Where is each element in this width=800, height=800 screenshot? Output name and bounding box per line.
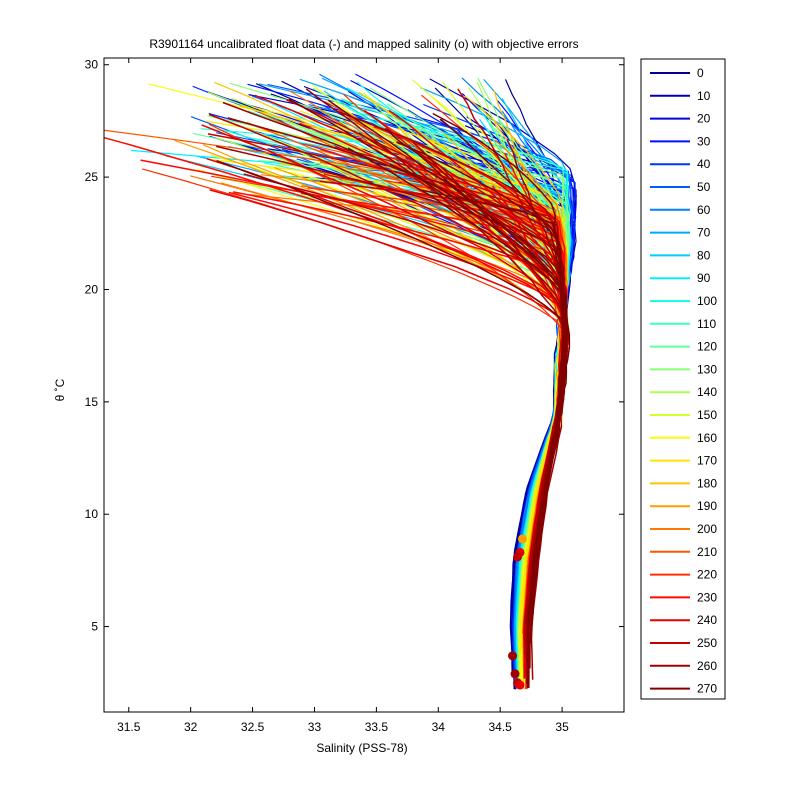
profile-line [347,147,565,630]
legend-label: 220 [697,568,717,582]
y-tick-label: 10 [85,507,99,521]
legend-label: 190 [697,499,717,513]
x-axis: 31.5 32 32.5 33 33.5 34 34.5 35 [117,58,569,734]
legend-label: 250 [697,636,717,650]
x-axis-label: Salinity (PSS-78) [316,741,407,755]
x-tick-label: 34 [432,720,446,734]
profile-lines [104,73,577,690]
mapped-point [508,651,518,661]
y-tick-label: 20 [85,282,99,296]
legend-label: 90 [697,271,711,285]
legend-label: 200 [697,522,717,536]
legend-label: 230 [697,590,717,604]
legend-label: 140 [697,385,717,399]
mapped-point [510,669,520,679]
legend-box [640,58,726,700]
y-tick-label: 30 [85,58,99,72]
profile-line [384,127,571,644]
legend-label: 100 [697,294,717,308]
legend-label: 270 [697,682,717,696]
x-tick-label: 31.5 [117,720,141,734]
legend-label: 260 [697,659,717,673]
mapped-point [517,534,527,544]
profile-line [432,112,567,629]
legend-label: 150 [697,408,717,422]
legend-label: 80 [697,248,711,262]
legend-label: 60 [697,203,711,217]
legend-label: 0 [697,66,704,80]
legend-label: 210 [697,545,717,559]
x-tick-label: 32.5 [241,720,265,734]
legend-label: 40 [697,157,711,171]
legend-label: 130 [697,362,717,376]
legend-label: 240 [697,613,717,627]
plot-frame [103,57,625,713]
chart-title: R3901164 uncalibrated float data (-) and… [149,37,578,51]
profile-line [418,154,565,625]
legend-label: 170 [697,454,717,468]
x-tick-label: 35 [555,720,569,734]
y-tick-label: 25 [85,170,99,184]
legend-label: 160 [697,431,717,445]
mapped-markers [508,534,527,690]
legend-label: 50 [697,180,711,194]
legend-label: 10 [697,89,711,103]
legend-label: 120 [697,340,717,354]
legend-label: 70 [697,226,711,240]
x-tick-label: 33 [308,720,322,734]
y-tick-label: 5 [91,620,98,634]
x-tick-label: 33.5 [365,720,389,734]
y-axis: 5 10 15 20 25 30 [85,58,624,634]
profile-line [288,98,569,689]
x-tick-label: 32 [184,720,198,734]
mapped-point [513,552,523,562]
y-tick-label: 15 [85,395,99,409]
legend-label: 180 [697,476,717,490]
legend-label: 30 [697,134,711,148]
x-tick-label: 34.5 [489,720,513,734]
legend: 0 10 20 30 40 50 60 70 80 90 100 110 120 130 140 150 160… [640,58,726,700]
mapped-point [515,680,525,690]
y-axis-label: θ ˚C [53,378,67,401]
legend-label: 20 [697,112,711,126]
legend-label: 110 [697,317,716,331]
